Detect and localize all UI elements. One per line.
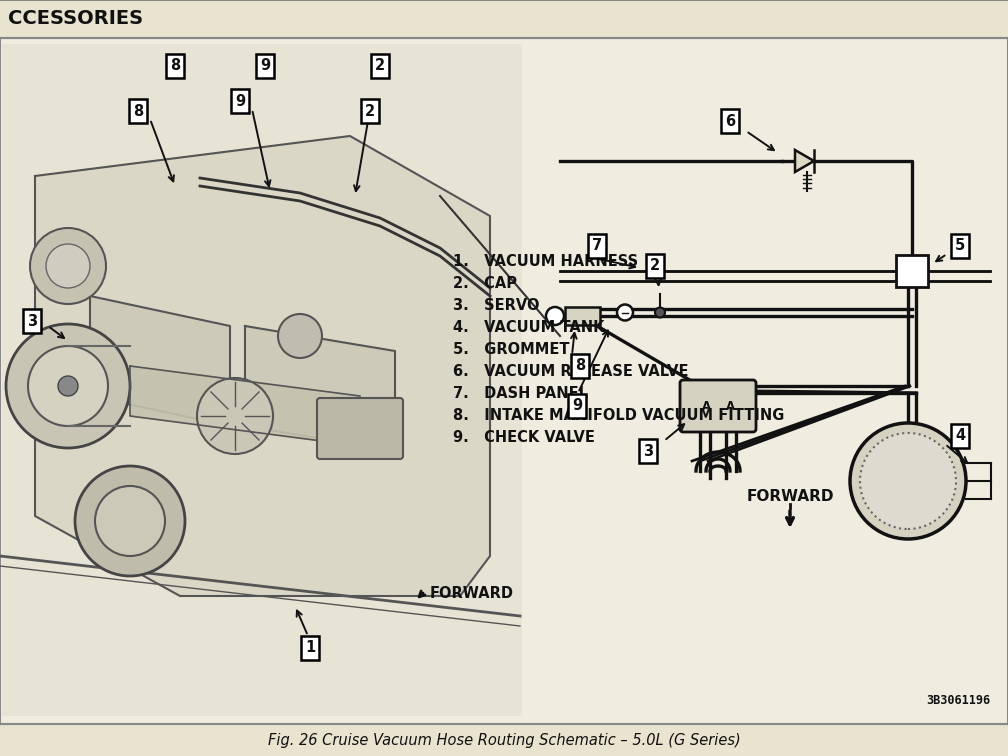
Text: CCESSORIES: CCESSORIES [8, 10, 143, 29]
Text: 5.   GROMMET: 5. GROMMET [453, 342, 570, 357]
Text: 3B3061196: 3B3061196 [926, 695, 990, 708]
Circle shape [850, 423, 966, 539]
Text: 1.   VACUUM HARNESS: 1. VACUUM HARNESS [453, 253, 638, 268]
Text: 8: 8 [575, 358, 585, 373]
Bar [0, 0, 1008, 38]
Text: 2: 2 [650, 259, 660, 274]
Text: 7: 7 [592, 238, 602, 253]
Text: 3: 3 [27, 314, 37, 329]
Text: 4.   VACUUM TANK: 4. VACUUM TANK [453, 320, 605, 334]
Bar [896, 255, 928, 287]
Circle shape [30, 228, 106, 304]
Text: A: A [702, 399, 711, 413]
Circle shape [6, 324, 130, 448]
Circle shape [860, 433, 956, 529]
Text: 2: 2 [375, 58, 385, 73]
Polygon shape [795, 150, 814, 172]
Text: Fig. 26 Cruise Vacuum Hose Routing Schematic – 5.0L (G Series): Fig. 26 Cruise Vacuum Hose Routing Schem… [268, 733, 740, 748]
Text: 8.   INTAKE MANIFOLD VACUUM FITTING: 8. INTAKE MANIFOLD VACUUM FITTING [453, 407, 784, 423]
Text: 2: 2 [365, 104, 375, 119]
Bar [0, 724, 1008, 756]
Circle shape [58, 376, 78, 396]
FancyBboxPatch shape [680, 380, 756, 432]
Text: 4: 4 [955, 429, 965, 444]
Circle shape [46, 244, 90, 288]
Text: 9: 9 [572, 398, 582, 414]
Circle shape [546, 307, 564, 325]
Text: 9: 9 [235, 94, 245, 109]
Circle shape [28, 346, 108, 426]
Polygon shape [245, 326, 395, 451]
Text: 8: 8 [133, 104, 143, 119]
Circle shape [75, 466, 185, 576]
Text: 7.   DASH PANEL: 7. DASH PANEL [453, 386, 588, 401]
Text: 6: 6 [725, 113, 735, 129]
Text: 3.   SERVO: 3. SERVO [453, 298, 539, 312]
Text: FORWARD: FORWARD [746, 489, 834, 504]
Circle shape [197, 378, 273, 454]
Polygon shape [90, 296, 230, 426]
Circle shape [95, 486, 165, 556]
Circle shape [278, 314, 322, 358]
Text: 9: 9 [260, 58, 270, 73]
FancyBboxPatch shape [317, 398, 403, 459]
Text: 6.   VACUUM RELEASE VALVE: 6. VACUUM RELEASE VALVE [453, 364, 688, 379]
Text: FORWARD: FORWARD [430, 585, 514, 600]
Polygon shape [35, 136, 490, 596]
Polygon shape [130, 366, 360, 446]
Text: A: A [726, 399, 735, 413]
Text: 5: 5 [955, 238, 965, 253]
Circle shape [617, 305, 633, 321]
Bar [2, 44, 522, 716]
Text: 1: 1 [304, 640, 316, 655]
Text: 3: 3 [643, 444, 653, 458]
Circle shape [655, 308, 665, 318]
Bar [565, 307, 600, 325]
Text: 9.   CHECK VALVE: 9. CHECK VALVE [453, 429, 595, 445]
Text: 8: 8 [170, 58, 180, 73]
Text: 2.   CAP: 2. CAP [453, 275, 517, 290]
